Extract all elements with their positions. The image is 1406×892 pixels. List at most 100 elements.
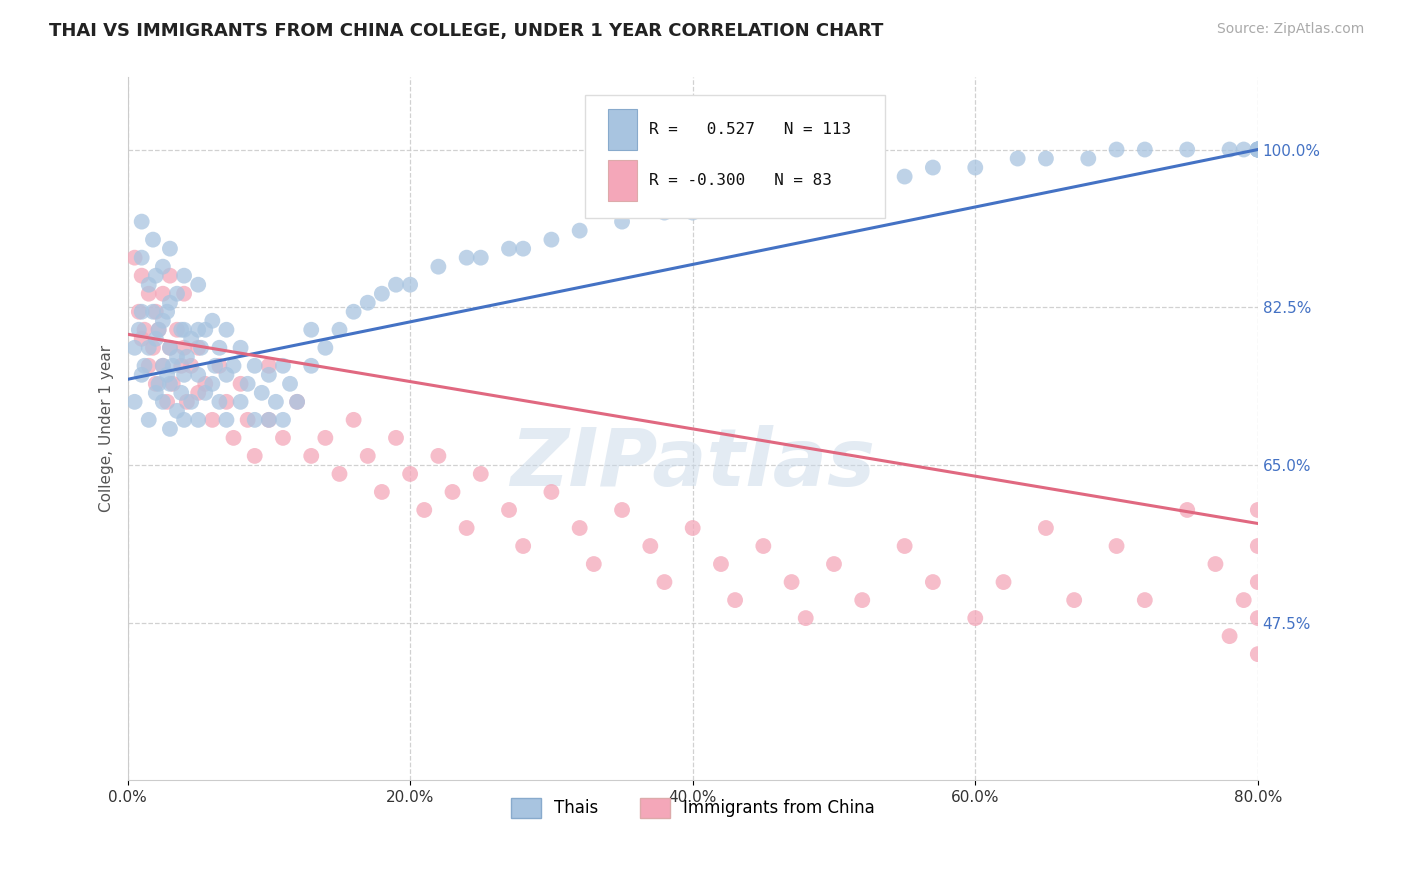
Point [893, 169, 915, 184]
Point [682, 205, 704, 219]
Point [180, 359, 202, 373]
Point [187, 368, 209, 382]
Point [385, 277, 408, 292]
Point [187, 323, 209, 337]
Point [264, 394, 287, 409]
Text: Source: ZipAtlas.com: Source: ZipAtlas.com [1216, 22, 1364, 37]
Point [1175, 503, 1198, 517]
Point [385, 431, 408, 445]
Point [257, 413, 280, 427]
Point [357, 449, 380, 463]
Point [851, 169, 873, 184]
Point [540, 233, 562, 247]
Point [145, 376, 167, 391]
Point [159, 376, 181, 391]
Point [187, 277, 209, 292]
Point [257, 368, 280, 382]
Point [170, 359, 193, 373]
Point [166, 350, 188, 364]
Point [1077, 152, 1099, 166]
Point [173, 413, 195, 427]
Point [166, 286, 188, 301]
Point [710, 196, 733, 211]
Point [610, 214, 633, 228]
Point [654, 205, 676, 219]
Point [166, 323, 188, 337]
Point [152, 359, 174, 373]
Point [131, 332, 153, 346]
Point [752, 539, 775, 553]
Point [243, 359, 266, 373]
Point [159, 242, 181, 256]
Point [180, 394, 202, 409]
Point [173, 341, 195, 355]
Point [299, 323, 322, 337]
Point [610, 503, 633, 517]
Point [138, 341, 160, 355]
Point [134, 359, 156, 373]
Point [1247, 647, 1270, 661]
Point [236, 376, 259, 391]
Point [299, 359, 322, 373]
Point [215, 394, 238, 409]
Point [194, 376, 217, 391]
Point [1247, 539, 1270, 553]
Point [215, 368, 238, 382]
Point [194, 385, 217, 400]
Point [1133, 593, 1156, 607]
Point [1247, 611, 1270, 625]
Point [173, 286, 195, 301]
Point [1204, 557, 1226, 571]
Point [1219, 143, 1241, 157]
Point [1105, 143, 1128, 157]
Y-axis label: College, Under 1 year: College, Under 1 year [100, 345, 114, 512]
Point [187, 413, 209, 427]
Point [498, 242, 520, 256]
Point [229, 341, 252, 355]
Point [922, 575, 945, 590]
Legend: Thais, Immigrants from China: Thais, Immigrants from China [503, 791, 882, 825]
Point [752, 187, 775, 202]
Point [194, 323, 217, 337]
Point [512, 539, 534, 553]
Point [965, 611, 987, 625]
Point [399, 467, 422, 481]
Point [794, 178, 817, 193]
Point [145, 332, 167, 346]
Point [257, 359, 280, 373]
Point [173, 368, 195, 382]
Point [1247, 575, 1270, 590]
Point [1247, 503, 1270, 517]
Point [1247, 143, 1270, 157]
Point [343, 304, 366, 318]
Point [131, 268, 153, 283]
Point [568, 521, 591, 535]
Point [993, 575, 1015, 590]
Point [470, 251, 492, 265]
Point [1063, 593, 1085, 607]
Point [328, 323, 350, 337]
Point [201, 413, 224, 427]
Point [124, 394, 146, 409]
Point [148, 376, 170, 391]
Point [138, 277, 160, 292]
Point [1247, 143, 1270, 157]
Point [823, 178, 845, 193]
Point [682, 521, 704, 535]
Point [201, 314, 224, 328]
Point [148, 323, 170, 337]
Point [162, 376, 184, 391]
Point [201, 376, 224, 391]
Point [131, 251, 153, 265]
Point [152, 314, 174, 328]
Point [145, 268, 167, 283]
Point [654, 575, 676, 590]
Point [257, 413, 280, 427]
Point [208, 341, 231, 355]
Point [159, 422, 181, 436]
Point [176, 350, 198, 364]
Point [724, 593, 747, 607]
Point [498, 503, 520, 517]
Point [823, 557, 845, 571]
Point [159, 295, 181, 310]
